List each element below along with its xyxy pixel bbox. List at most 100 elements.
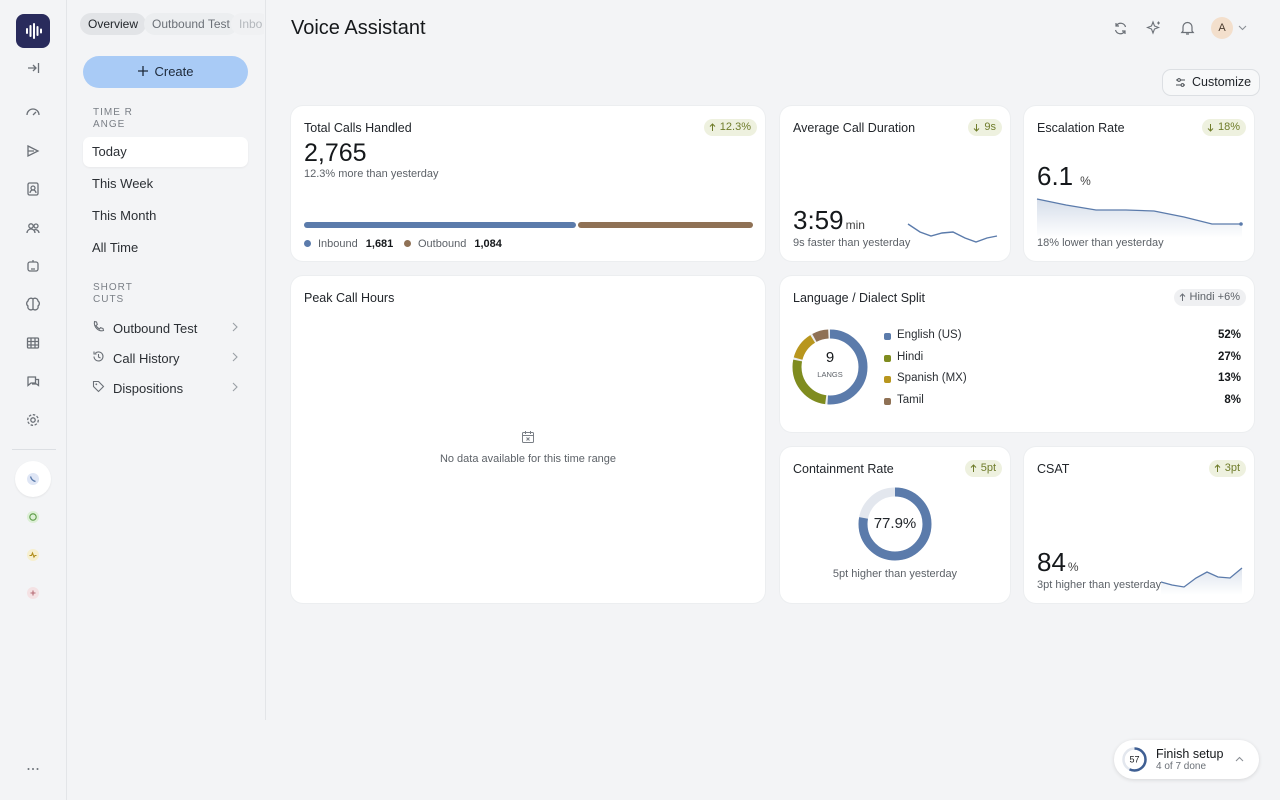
sparkle-icon[interactable] [1146, 20, 1162, 36]
badge-text: 5pt [980, 462, 996, 474]
card-title: Average Call Duration [793, 121, 916, 135]
escalation-card: Escalation Rate 18% 6.1% 18% lower than … [1024, 106, 1254, 261]
time-range-item[interactable]: Today [83, 137, 248, 167]
down-arrow [974, 124, 980, 132]
time-range-item[interactable]: This Month [92, 208, 157, 223]
table-icon[interactable] [25, 335, 41, 351]
chat-icon[interactable] [25, 373, 41, 389]
create-label: Create [154, 64, 194, 79]
page-title: Voice Assistant [291, 17, 426, 39]
card-title: CSAT [1037, 462, 1070, 476]
finish-setup[interactable]: 57 Finish setup 4 of 7 done [1114, 740, 1259, 779]
more-icon[interactable] [25, 761, 41, 777]
up-arrow [970, 464, 977, 472]
legend-name: Hindi [897, 350, 924, 363]
metric-unit: % [1067, 560, 1079, 574]
logo-mark [26, 23, 42, 39]
customize-button[interactable]: Customize [1162, 69, 1260, 96]
contacts-icon[interactable] [25, 181, 41, 197]
voice-app[interactable] [15, 461, 51, 497]
area-sparkline [1036, 198, 1243, 238]
create-button[interactable]: Create [83, 56, 248, 88]
setup-progress: 57 [1129, 754, 1139, 764]
metric-number: 6.1 [1037, 161, 1074, 191]
metric-note: 9s faster than yesterday [793, 237, 911, 249]
chevron-right [232, 322, 238, 332]
metric-value: 6.1% [1037, 161, 1091, 192]
integrations-app-icon[interactable] [25, 585, 41, 601]
donut-center-value: 9 [826, 349, 834, 366]
legend-value: 52% [1217, 329, 1241, 341]
card-title: Containment Rate [793, 462, 894, 476]
dashboard-icon[interactable] [25, 104, 41, 120]
split-segment [577, 222, 753, 228]
setup-progress-ring: 57 [1122, 747, 1147, 772]
avg-duration-card: Average Call Duration 9s 3:59 min 9s fast… [780, 106, 1010, 261]
containment-ring: 77.9% [858, 487, 932, 561]
legend-item: Inbound 1,681 [304, 238, 393, 250]
up-arrow [1179, 293, 1185, 301]
time-range-item[interactable]: This Week [92, 176, 154, 191]
logo[interactable] [16, 14, 50, 48]
tab[interactable]: Overview [80, 13, 147, 35]
chevron-up [1235, 756, 1244, 762]
chevron-right [232, 382, 238, 392]
avatar[interactable]: A [1211, 17, 1233, 39]
badge-text: 12.3% [719, 121, 751, 133]
voice-app-icon [27, 473, 39, 485]
peak-hours-card: Peak Call Hours No data available for th… [291, 276, 765, 603]
metric-value: 2,765 [304, 139, 367, 167]
shortcut[interactable]: Outbound Test [92, 319, 242, 339]
legend-value: 1,084 [474, 238, 502, 250]
rail-divider [12, 449, 56, 450]
metric-note: 12.3% more than yesterday [304, 168, 439, 180]
metric-value: 84% [1037, 547, 1079, 578]
agent-icon[interactable] [25, 258, 41, 274]
card-title: Escalation Rate [1037, 121, 1125, 135]
badge-text: 9s [984, 121, 996, 133]
shortcut-label: Dispositions [113, 381, 184, 396]
section-label: SHORTCUTS [93, 282, 133, 305]
chevron-down[interactable] [1238, 25, 1247, 31]
whatsapp-app-icon[interactable] [25, 509, 41, 525]
shortcut[interactable]: Call History [92, 349, 242, 369]
trend-badge: 18% [1201, 119, 1246, 136]
customize-label: Customize [1192, 75, 1252, 89]
team-icon[interactable] [25, 220, 41, 236]
legend-name: Outbound [418, 238, 467, 250]
collapse-icon[interactable] [25, 60, 41, 76]
donut-center-label: LANGS [817, 370, 842, 379]
campaign-icon[interactable] [25, 143, 41, 159]
tab[interactable]: Outbound Test [144, 13, 238, 35]
time-range-item[interactable]: All Time [92, 240, 139, 255]
legend-swatch [404, 240, 411, 247]
shortcut[interactable]: Dispositions [92, 379, 242, 399]
donut-segment [792, 329, 868, 405]
shortcut-label: Outbound Test [113, 321, 198, 336]
analytics-app-icon[interactable] [25, 547, 41, 563]
setup-subtitle: 4 of 7 done [1156, 761, 1207, 772]
tab[interactable]: Inbo [231, 13, 264, 35]
legend-value: 1,681 [365, 238, 394, 250]
metric-value: 3:59 min [793, 205, 865, 236]
sliders-icon [1176, 78, 1185, 87]
up-arrow [709, 123, 716, 131]
setup-title: Finish setup [1156, 747, 1224, 761]
badge-text: 3pt [1224, 462, 1240, 474]
brain-icon[interactable] [25, 296, 41, 312]
bell-icon[interactable] [1180, 20, 1195, 36]
badge-text: Hindi +6% [1189, 291, 1240, 303]
metric-number: 84 [1037, 547, 1066, 577]
legend-name: Spanish (MX) [897, 372, 967, 384]
sidebar [67, 0, 266, 720]
legend-swatch [884, 376, 891, 383]
refresh-icon[interactable] [1113, 21, 1128, 36]
history-icon [93, 351, 104, 362]
containment-card: Containment Rate 5pt 77.9% 5pt higher th… [780, 447, 1010, 603]
section-label: TIME RANGE [93, 107, 133, 130]
language-card: Language / Dialect Split Hindi +6% 9 LAN… [780, 276, 1254, 432]
metric-note: 5pt higher than yesterday [832, 568, 958, 580]
legend-value: 27% [1217, 350, 1241, 363]
settings-icon[interactable] [25, 412, 41, 428]
